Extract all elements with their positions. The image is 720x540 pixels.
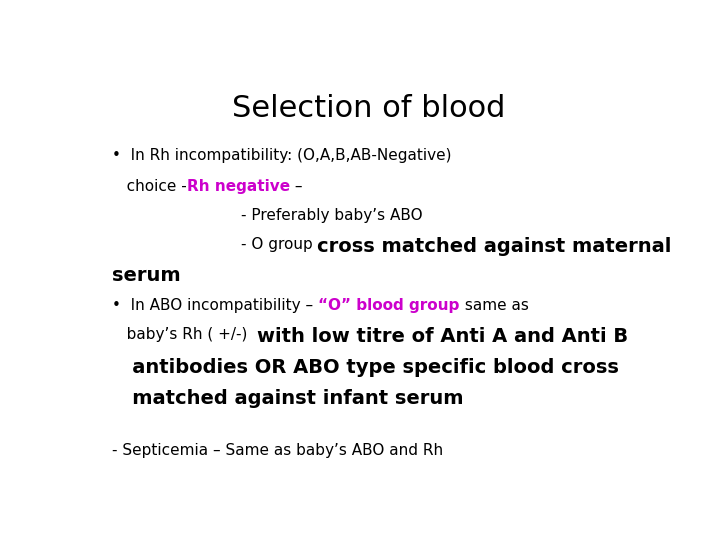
Text: with low titre of Anti A and Anti B: with low titre of Anti A and Anti B <box>258 327 629 346</box>
Text: - Preferably baby’s ABO: - Preferably baby’s ABO <box>240 208 423 223</box>
Text: - Septicemia – Same as baby’s ABO and Rh: - Septicemia – Same as baby’s ABO and Rh <box>112 443 444 458</box>
Text: –: – <box>290 179 302 194</box>
Text: Selection of blood: Selection of blood <box>233 94 505 123</box>
Text: cross matched against maternal: cross matched against maternal <box>318 238 672 256</box>
Text: •  In ABO incompatibility –: • In ABO incompatibility – <box>112 298 318 313</box>
Text: “O” blood group: “O” blood group <box>318 298 459 313</box>
Text: same as: same as <box>459 298 528 313</box>
Text: •  In Rh incompatibility: (O,A,B,AB-Negative): • In Rh incompatibility: (O,A,B,AB-Negat… <box>112 148 452 163</box>
Text: matched against infant serum: matched against infant serum <box>112 389 464 408</box>
Text: Rh negative: Rh negative <box>187 179 290 194</box>
Text: baby’s Rh ( +/-): baby’s Rh ( +/-) <box>112 327 258 342</box>
Text: serum: serum <box>112 266 181 286</box>
Text: antibodies OR ABO type specific blood cross: antibodies OR ABO type specific blood cr… <box>112 358 619 377</box>
Text: choice -: choice - <box>112 179 187 194</box>
Text: - O group: - O group <box>240 238 318 252</box>
